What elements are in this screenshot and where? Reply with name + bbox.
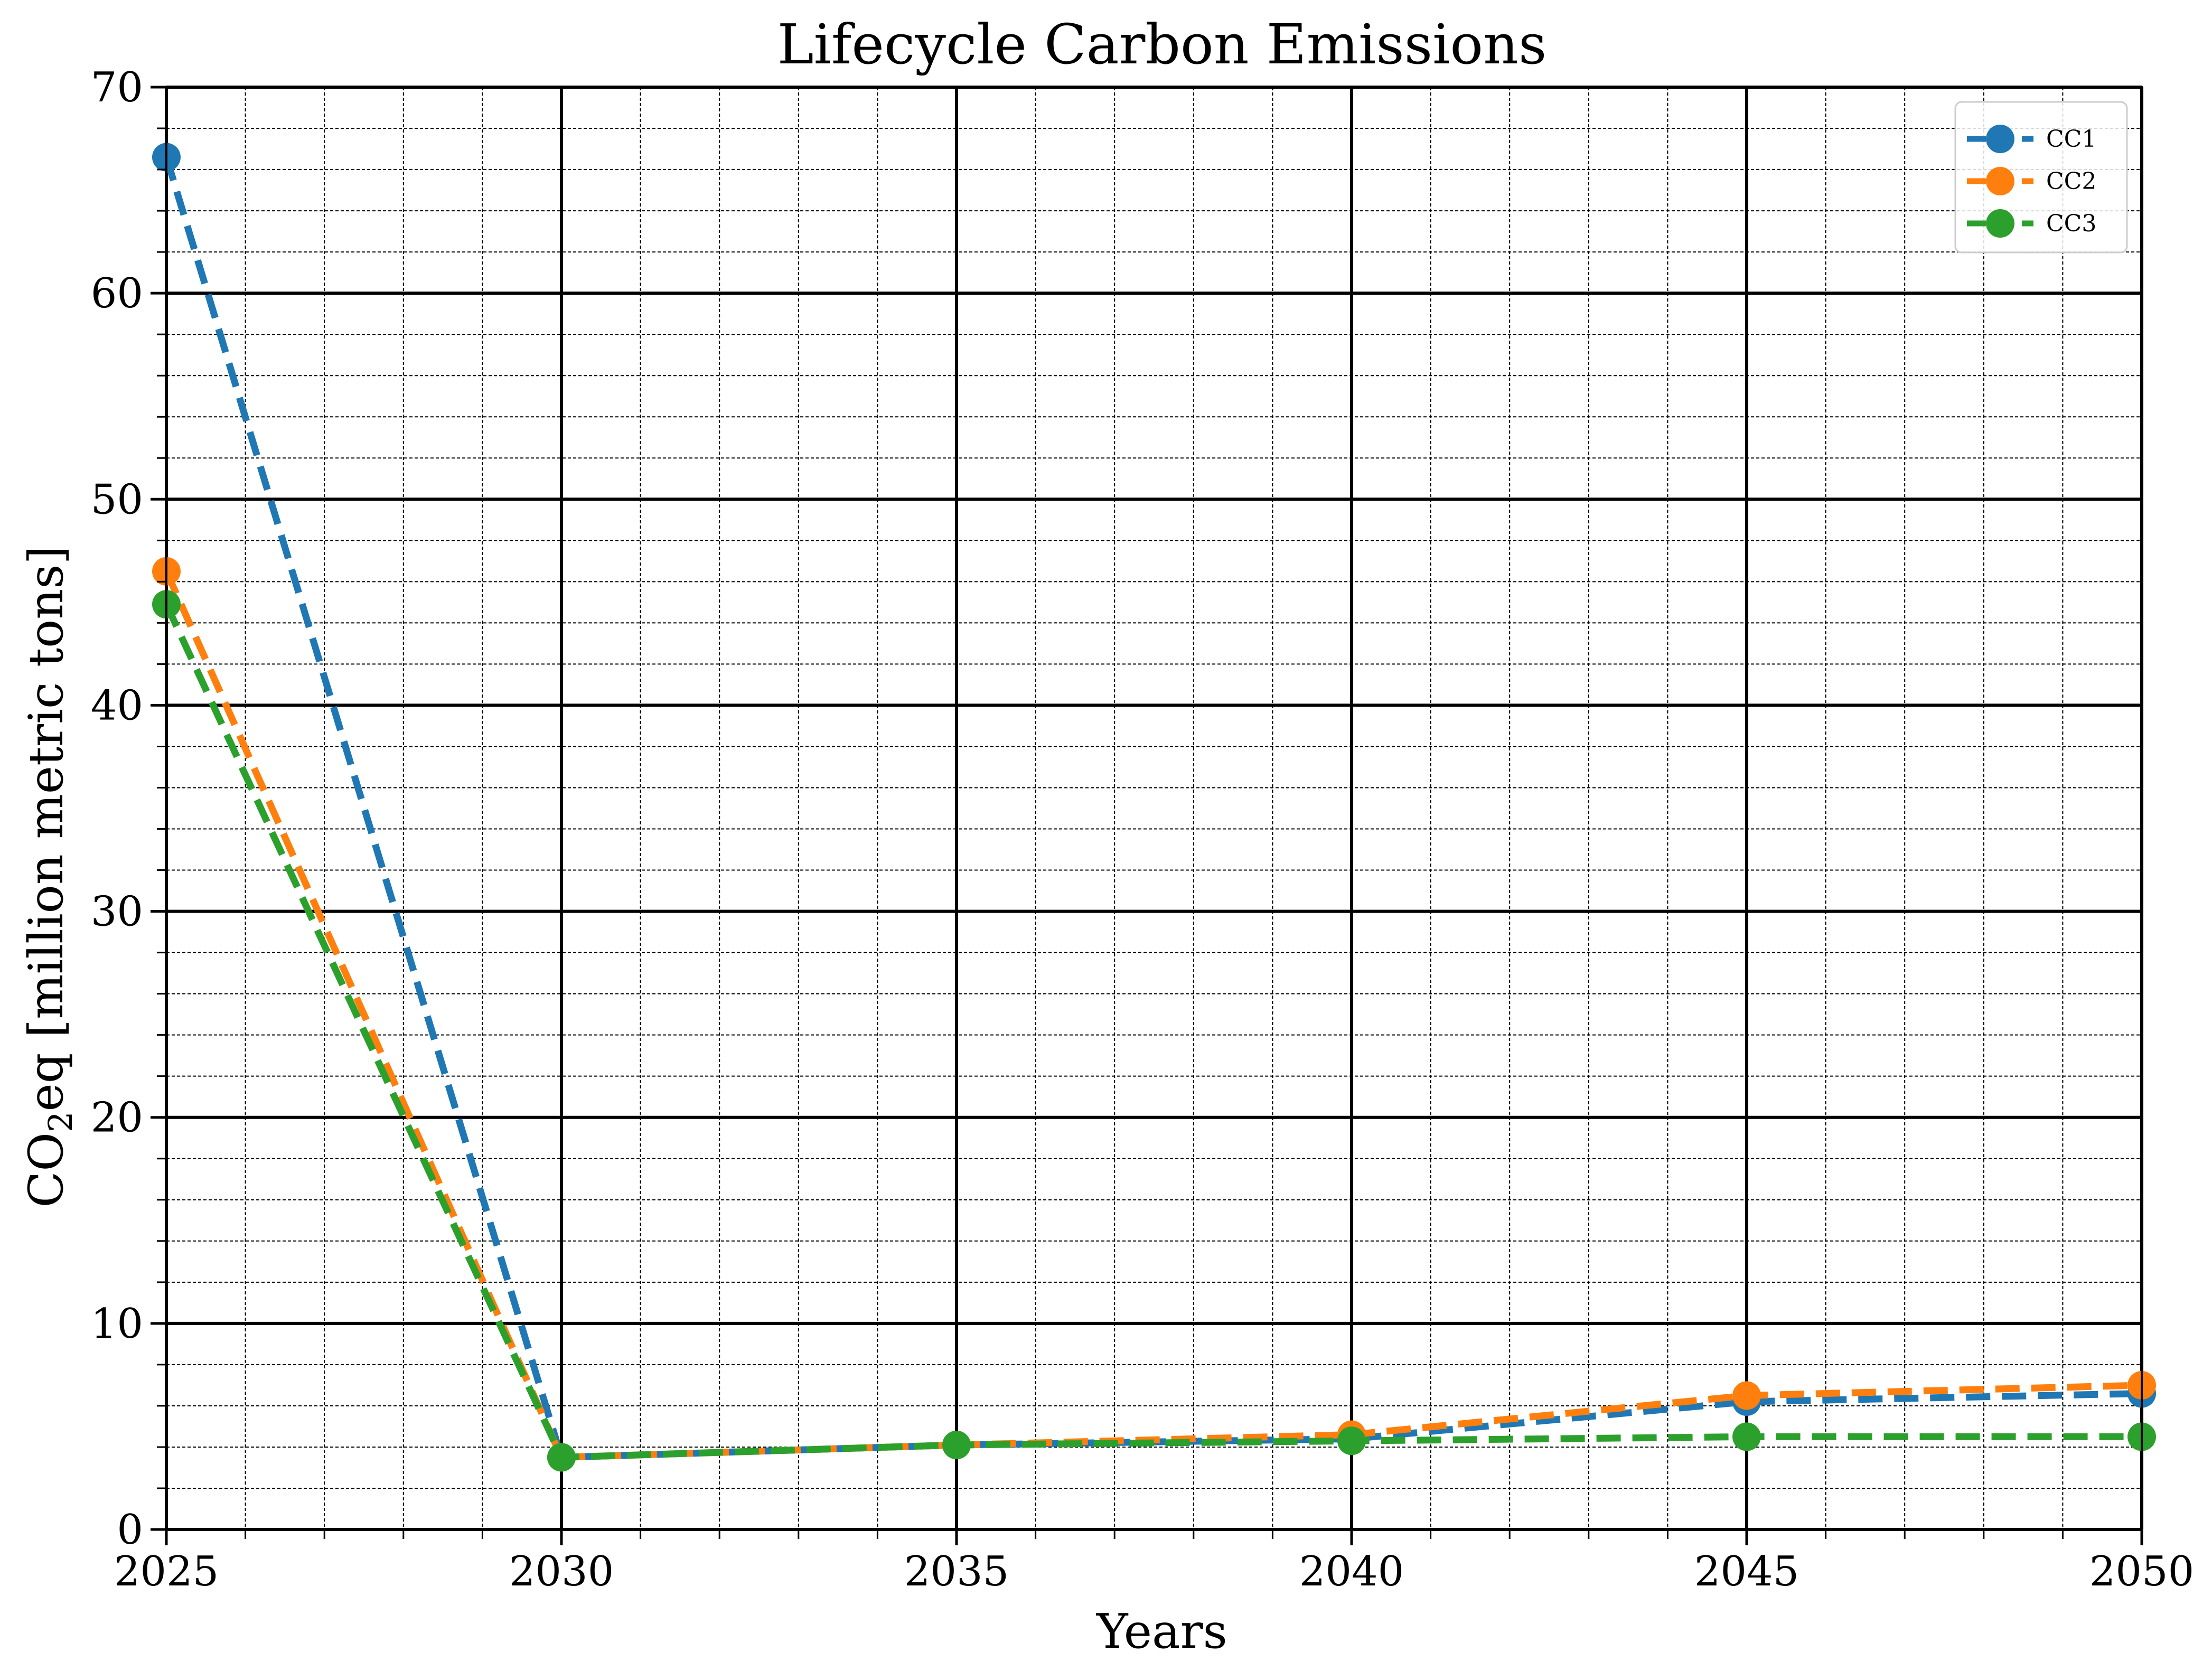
legend-item-cc1: CC1 <box>1967 125 2096 153</box>
y-tick-label: 20 <box>91 1094 143 1142</box>
x-axis-label: Years <box>1095 1604 1227 1659</box>
data-point <box>942 1431 971 1460</box>
y-axis-label-part-2: eq [million metric tons] <box>18 546 74 1111</box>
x-tick-label: 2040 <box>1299 1548 1404 1595</box>
y-tick-label: 70 <box>91 64 143 111</box>
legend-label: CC2 <box>2046 168 2096 195</box>
data-point <box>1337 1426 1366 1456</box>
y-tick-label: 10 <box>91 1300 143 1348</box>
y-axis-label-subscript: 2 <box>41 1111 80 1132</box>
data-point <box>547 1443 576 1472</box>
plot-frame <box>165 86 2143 1531</box>
legend-label: CC3 <box>2046 210 2096 237</box>
y-tick-label: 60 <box>91 270 143 317</box>
x-tick-label: 2025 <box>114 1548 219 1595</box>
axis-ticks <box>151 86 2143 1545</box>
data-point <box>1732 1422 1761 1451</box>
x-tick-label: 2035 <box>904 1548 1009 1595</box>
minor-grid <box>166 87 2142 1529</box>
chart-title: Lifecycle Carbon Emissions <box>777 12 1547 77</box>
y-tick-label: 0 <box>117 1506 143 1554</box>
legend-marker <box>1986 125 2014 153</box>
data-point <box>1732 1381 1761 1410</box>
y-tick-label: 50 <box>91 476 143 523</box>
y-axis-label: CO2eq [million metric tons] <box>18 546 80 1207</box>
y-tick-label: 30 <box>91 888 143 936</box>
series-line <box>163 603 2142 1461</box>
x-tick-label: 2050 <box>2089 1548 2195 1595</box>
x-tick-label: 2045 <box>1694 1548 1799 1595</box>
legend-marker <box>1986 209 2014 238</box>
y-axis-label-part-1: CO <box>18 1132 74 1208</box>
legend: CC1 CC2 CC3 <box>1954 101 2128 254</box>
legend-item-cc2: CC2 <box>1967 167 2096 195</box>
legend-label: CC1 <box>2046 126 2096 153</box>
legend-item-cc3: CC3 <box>1967 209 2096 238</box>
y-tick-label: 40 <box>91 682 143 729</box>
legend-marker <box>1986 167 2014 195</box>
x-tick-label: 2030 <box>509 1548 614 1595</box>
legend-box <box>1954 101 2128 254</box>
